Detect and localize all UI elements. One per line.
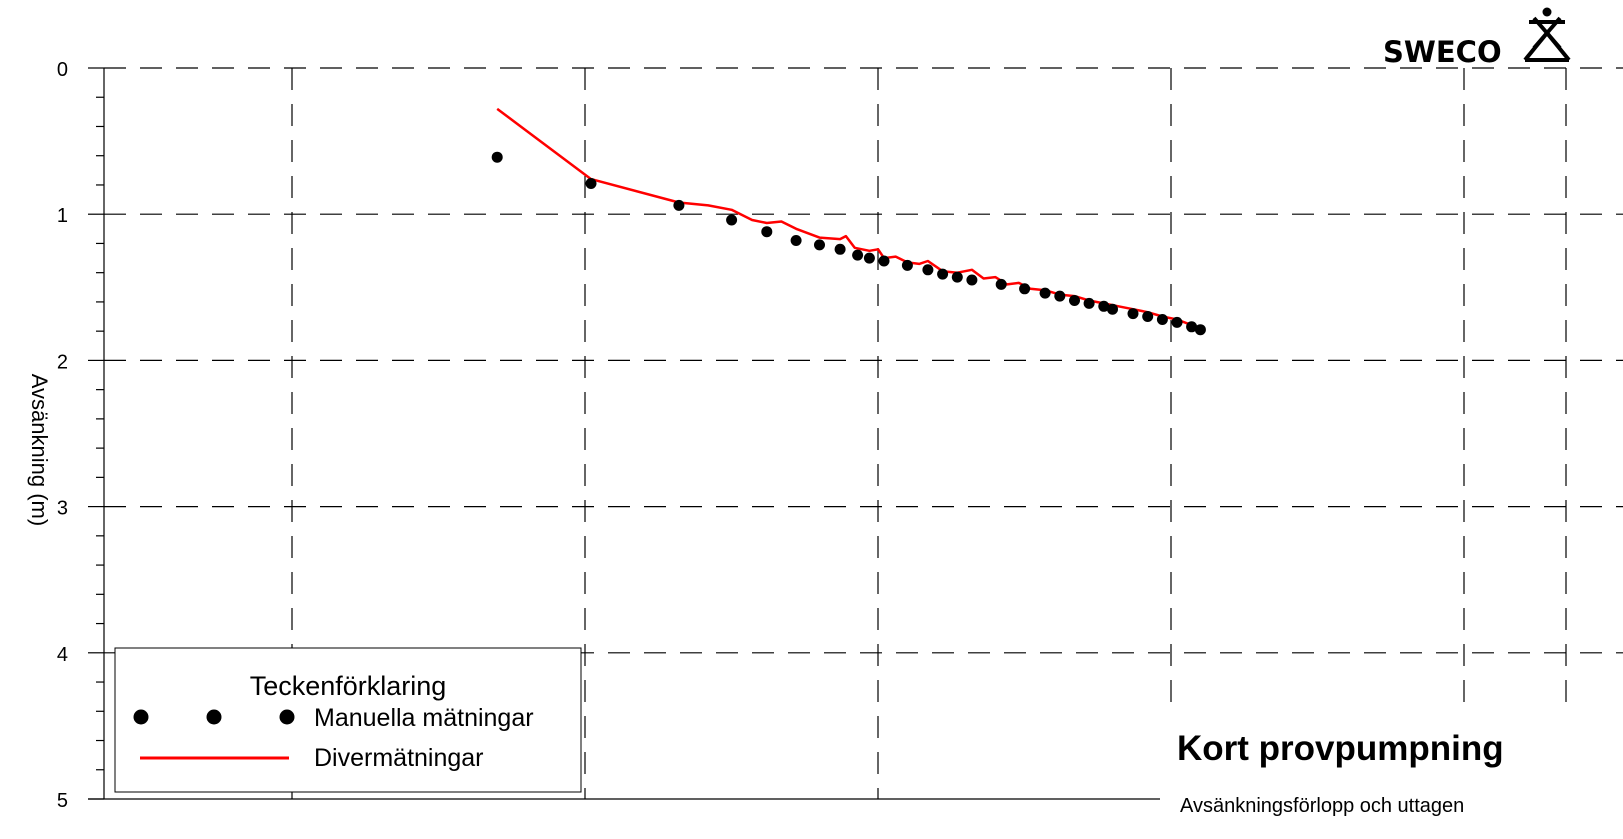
series-line-diver (496, 107, 1201, 331)
y-tick-label-4: 4 (57, 644, 68, 666)
data-point-manual (1127, 308, 1139, 320)
y-tick-label-2: 2 (57, 351, 68, 373)
sweco-logo-icon (1523, 7, 1571, 62)
legend-label-diver: Divermätningar (314, 744, 484, 772)
series-line-layer (496, 107, 1201, 331)
data-point-manual (726, 214, 738, 226)
data-point-manual (1156, 314, 1168, 325)
panel-subtitle: Avsänkningsförlopp och uttagen (1180, 795, 1464, 817)
data-point-manual (1171, 316, 1183, 328)
data-point-manual (863, 252, 875, 264)
data-point-manual (1019, 283, 1031, 295)
data-point-manual (790, 235, 802, 246)
data-point-manual (1107, 303, 1118, 315)
data-point-manual (852, 249, 864, 261)
y-tick-labels: 0 1 2 3 4 5 (57, 59, 68, 812)
data-point-manual (834, 243, 846, 255)
y-tick-label-5: 5 (57, 790, 68, 812)
data-point-manual (951, 271, 963, 283)
data-point-manual (1194, 324, 1206, 336)
data-point-manual (1083, 297, 1095, 309)
data-point-manual (1098, 300, 1110, 312)
data-point-manual (491, 151, 503, 163)
y-axis-title: Avsänkning (m) (27, 374, 52, 526)
y-axis (88, 67, 1160, 800)
data-point-manual (1039, 287, 1051, 299)
legend-label-manual: Manuella mätningar (314, 704, 534, 732)
data-point-manual (922, 264, 934, 276)
info-panel: Kort provpumpning Avsänkningsförlopp och… (1160, 712, 1623, 839)
data-point-manual (585, 178, 597, 189)
sweco-logo: SWECO (1383, 7, 1571, 69)
data-point-manual (901, 259, 913, 271)
data-point-manual (937, 268, 949, 280)
legend: Teckenförklaring Manuella mätningar Dive… (114, 647, 582, 793)
data-point-manual (878, 255, 890, 267)
data-point-manual (761, 226, 773, 238)
data-point-manual (673, 199, 685, 211)
legend-title: Teckenförklaring (250, 671, 447, 701)
data-point-manual (1142, 311, 1154, 322)
info-panel-background (1160, 712, 1623, 839)
logo-text: SWECO (1383, 35, 1502, 69)
data-point-manual (966, 274, 978, 286)
y-tick-label-0: 0 (57, 59, 68, 81)
legend-marker-points (133, 709, 295, 725)
legend-box (114, 647, 582, 793)
series-points-layer (491, 151, 1206, 336)
data-point-manual (1054, 290, 1066, 302)
data-point-manual (1069, 295, 1080, 306)
data-point-manual (995, 278, 1007, 290)
panel-title: Kort provpumpning (1177, 729, 1504, 768)
y-tick-label-3: 3 (57, 498, 68, 520)
data-point-manual (814, 239, 825, 251)
data-point-manual (1186, 321, 1198, 333)
y-tick-label-1: 1 (57, 205, 68, 227)
